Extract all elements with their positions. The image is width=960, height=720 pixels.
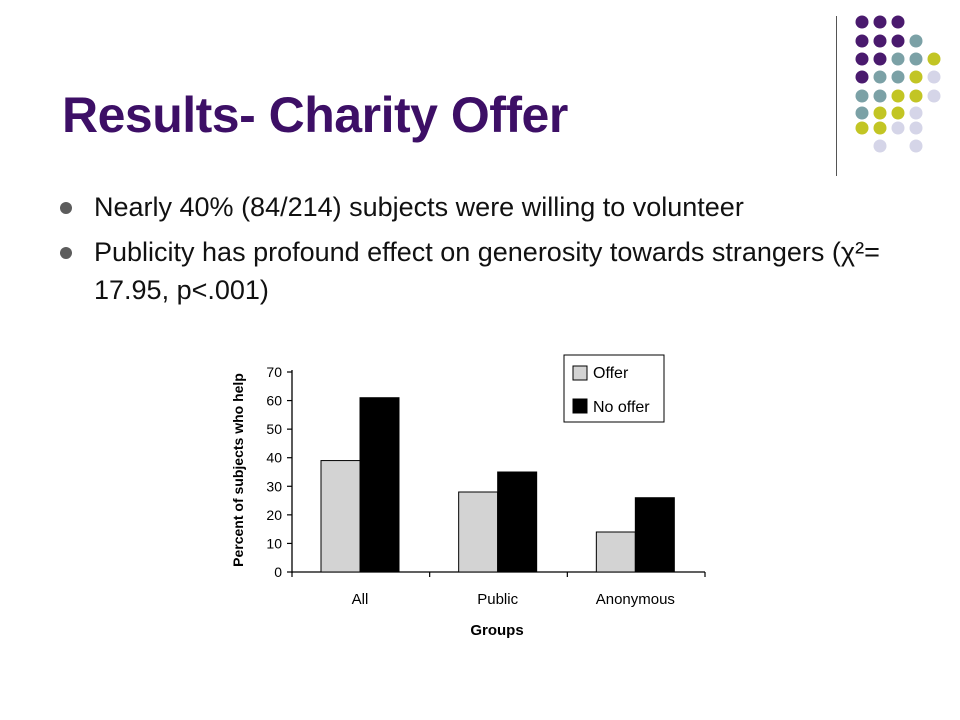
x-tick-label: Anonymous	[596, 591, 675, 608]
bar-no-offer	[359, 397, 400, 573]
legend: Offer No offer	[563, 354, 665, 423]
decorative-divider-line	[836, 16, 837, 176]
y-tick-label: 60	[266, 393, 282, 409]
y-axis-label: Percent of subjects who help	[230, 373, 246, 567]
bar-offer	[595, 531, 636, 573]
y-tick-label: 50	[266, 421, 282, 437]
x-tick-label: All	[352, 591, 369, 608]
legend-label-no-offer: No offer	[593, 399, 650, 416]
bullet-dot-icon	[60, 202, 72, 214]
x-axis-label: Groups	[470, 622, 523, 639]
bullet-text: Nearly 40% (84/214) subjects were willin…	[94, 192, 744, 222]
slide-title: Results- Charity Offer	[62, 87, 568, 143]
bullet-text: Publicity has profound effect on generos…	[94, 237, 880, 305]
legend-label-offer: Offer	[593, 365, 629, 382]
bar-offer	[320, 460, 361, 573]
bullet-dot-icon	[60, 247, 72, 259]
bar-no-offer	[497, 471, 538, 573]
y-tick-label: 0	[274, 564, 282, 580]
y-tick-label: 10	[266, 535, 282, 551]
bullet-item: Publicity has profound effect on generos…	[58, 233, 938, 309]
bar-no-offer	[634, 497, 675, 573]
x-tick-label: Public	[477, 591, 518, 608]
y-tick-label: 30	[266, 478, 282, 494]
legend-swatch-no-offer	[572, 398, 588, 414]
y-tick-label: 20	[266, 507, 282, 523]
y-tick-label: 70	[266, 364, 282, 380]
legend-swatch-offer	[572, 365, 588, 381]
bullet-item: Nearly 40% (84/214) subjects were willin…	[58, 188, 938, 226]
bullet-list: Nearly 40% (84/214) subjects were willin…	[58, 188, 938, 316]
bar-offer	[458, 491, 499, 573]
y-tick-label: 40	[266, 450, 282, 466]
